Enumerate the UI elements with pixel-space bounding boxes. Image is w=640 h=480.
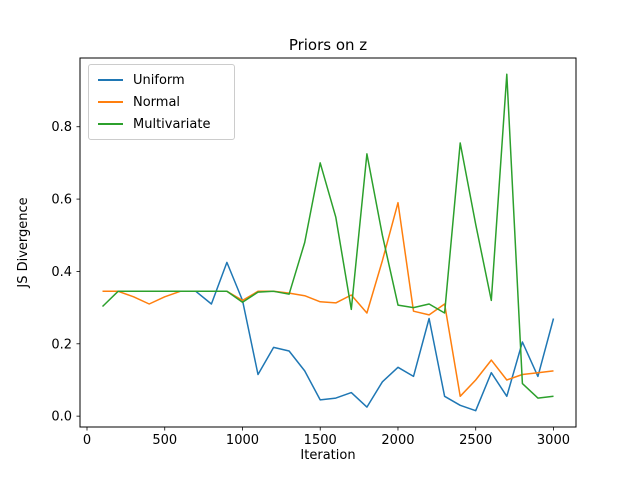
y-tick-label: 0.8 bbox=[51, 120, 72, 135]
x-tick-label: 500 bbox=[152, 433, 177, 448]
y-axis-ticks: 0.0 0.2 0.4 0.6 0.8 bbox=[51, 120, 80, 425]
line-multivariate bbox=[101, 73, 554, 399]
y-tick-label: 0.2 bbox=[51, 337, 72, 352]
multivariate-line-swatch bbox=[98, 122, 123, 126]
y-tick-label: 0.0 bbox=[51, 410, 72, 425]
plot-lines bbox=[101, 73, 555, 412]
chart-title: Priors on z bbox=[289, 36, 367, 54]
plot-border bbox=[79, 57, 577, 428]
legend-item-uniform: Uniform bbox=[98, 69, 224, 91]
legend-label: Multivariate bbox=[133, 116, 211, 132]
x-axis-ticks: 0 500 1000 1500 2000 2500 3000 bbox=[83, 427, 570, 448]
x-tick-label: 1500 bbox=[304, 433, 337, 448]
y-tick-label: 0.6 bbox=[51, 193, 72, 208]
x-tick-label: 3000 bbox=[537, 433, 570, 448]
normal-line-swatch bbox=[98, 100, 123, 104]
y-tick-label: 0.4 bbox=[51, 265, 72, 280]
legend-item-multivariate: Multivariate bbox=[98, 113, 224, 135]
x-tick-label: 0 bbox=[83, 433, 91, 448]
y-axis-label: JS Divergence bbox=[16, 197, 31, 288]
x-tick-label: 2500 bbox=[459, 433, 492, 448]
x-axis-label: Iteration bbox=[300, 448, 355, 463]
line-normal bbox=[102, 201, 554, 398]
legend-item-normal: Normal bbox=[98, 91, 224, 113]
line-uniform bbox=[102, 261, 555, 412]
x-tick-label: 1000 bbox=[226, 433, 259, 448]
x-tick-label: 2000 bbox=[381, 433, 414, 448]
legend: Uniform Normal Multivariate bbox=[88, 64, 235, 140]
legend-label: Normal bbox=[133, 94, 181, 110]
legend-label: Uniform bbox=[133, 72, 185, 88]
uniform-line-swatch bbox=[98, 78, 123, 82]
